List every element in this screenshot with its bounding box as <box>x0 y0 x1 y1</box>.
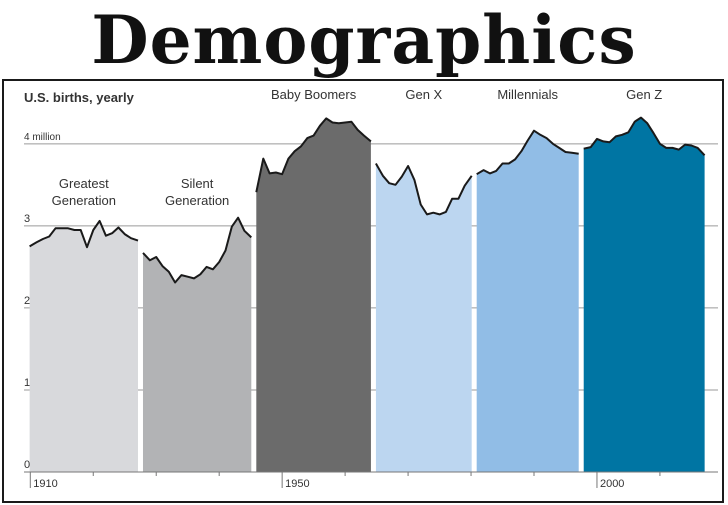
x-tick-label: 2000 <box>600 478 624 490</box>
births-area-chart: U.S. births, yearly 0 1 2 3 4 million 1910 195… <box>24 87 718 490</box>
series-areas <box>29 117 705 473</box>
series-label-2: Baby Boomers <box>271 87 357 102</box>
series-line-3 <box>375 163 473 216</box>
series-line-0 <box>29 219 139 249</box>
series-label-3: Gen X <box>405 87 442 102</box>
y-tick-label: 3 <box>24 213 30 225</box>
series-line-2 <box>255 117 372 193</box>
series-area-0 <box>29 220 139 472</box>
y-tick-label: 2 <box>24 295 30 307</box>
page-title: Demographics <box>91 1 637 79</box>
series-area-3 <box>375 163 472 472</box>
series-lines <box>29 116 706 284</box>
series-label-0: Generation <box>52 193 116 208</box>
series-area-5 <box>583 117 705 472</box>
series-label-4: Millennials <box>497 87 558 102</box>
y-tick-label: 4 million <box>24 132 61 143</box>
series-line-4 <box>476 129 579 176</box>
series-line-1 <box>142 216 252 284</box>
series-label-1: Generation <box>165 193 229 208</box>
x-tick-label: 1950 <box>285 478 309 490</box>
series-label-5: Gen Z <box>626 87 662 102</box>
axes: 0 1 2 3 4 million 1910 1950 2000 <box>24 132 718 490</box>
y-tick-label: 0 <box>24 459 30 471</box>
series-labels: Greatest Generation Silent Generation Baby B… <box>52 87 663 208</box>
y-tick-label: 1 <box>24 377 30 389</box>
x-tick-label: 1910 <box>33 478 57 490</box>
series-label-0: Greatest <box>59 176 109 191</box>
series-area-4 <box>476 130 579 472</box>
series-line-5 <box>583 116 706 156</box>
series-label-1: Silent <box>181 176 214 191</box>
series-area-2 <box>256 118 371 473</box>
chart-frame: U.S. births, yearly 0 1 2 3 4 million 1910 195… <box>2 79 724 503</box>
chart-title: U.S. births, yearly <box>24 90 135 105</box>
series-area-1 <box>142 217 252 472</box>
